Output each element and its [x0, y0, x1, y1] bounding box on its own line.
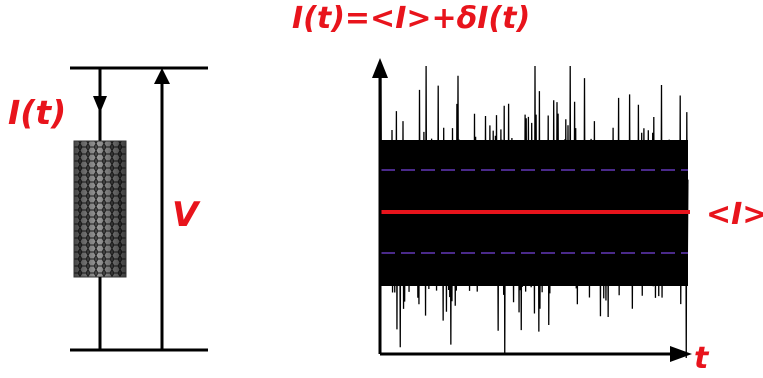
carbon-nanotube-icon — [73, 140, 127, 278]
current-direction-arrow-icon — [93, 96, 107, 113]
circuit-schematic — [70, 66, 208, 352]
voltage-label: V — [172, 195, 199, 235]
time-axis-label: t — [694, 341, 709, 376]
mean-current-label: <I> — [706, 197, 763, 232]
equation-title: I(t)=<I>+δI(t) — [292, 1, 531, 36]
voltage-arrow-icon — [154, 68, 170, 84]
y-axis-arrow-icon — [372, 58, 388, 78]
current-label: I(t) — [8, 93, 67, 132]
x-axis-arrow-icon — [670, 346, 692, 362]
noise-plot — [372, 58, 692, 362]
